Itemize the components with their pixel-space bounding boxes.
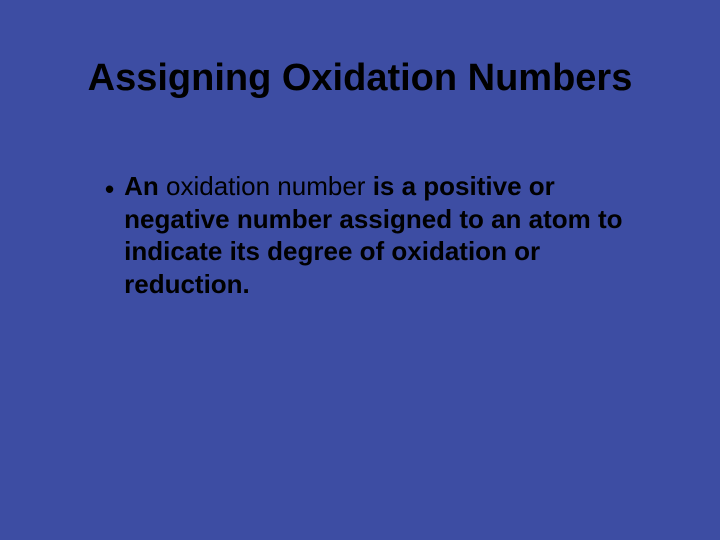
bullet-marker: • [105,174,114,205]
slide-body: • An oxidation number is a positive or n… [105,170,665,300]
slide-title: Assigning Oxidation Numbers [0,58,720,100]
bullet-item: • An oxidation number is a positive or n… [105,170,665,300]
bullet-prefix: An [124,171,166,201]
bullet-term: oxidation number [166,171,365,201]
slide: Assigning Oxidation Numbers • An oxidati… [0,0,720,540]
bullet-text: An oxidation number is a positive or neg… [124,170,665,300]
